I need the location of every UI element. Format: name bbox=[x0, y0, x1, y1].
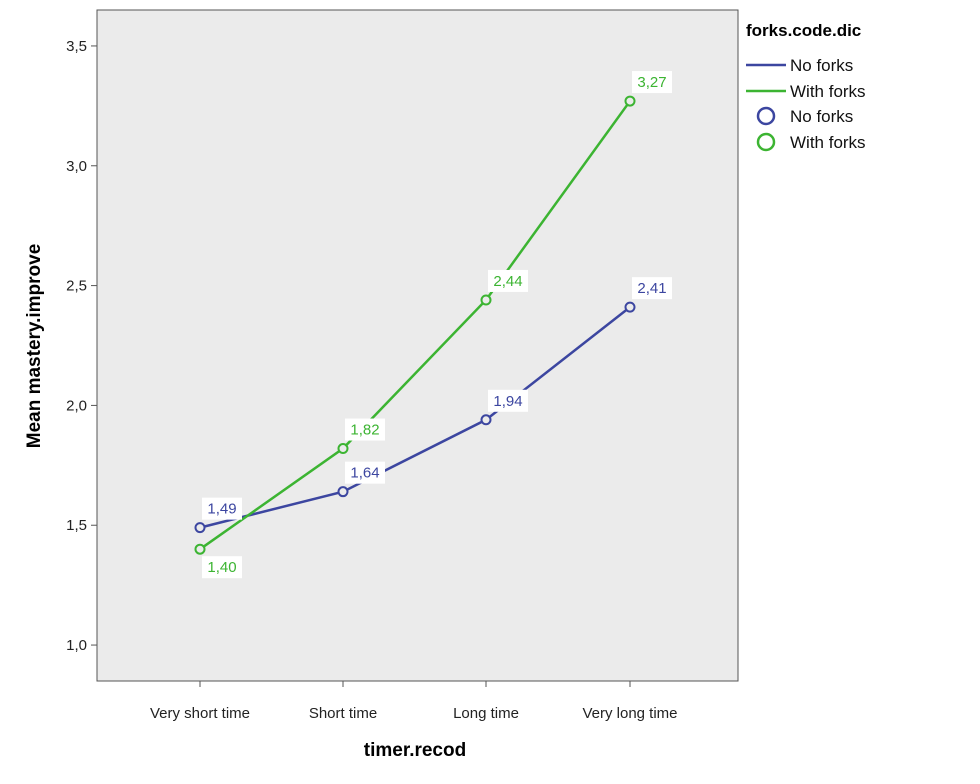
data-label-box bbox=[345, 461, 385, 484]
data-label-text: 3,27 bbox=[637, 74, 666, 91]
x-axis-title: timer.recod bbox=[364, 740, 466, 761]
y-axis-title: Mean mastery.improve bbox=[24, 244, 45, 449]
series-markers bbox=[194, 95, 636, 555]
y-axis: 1,0 1,5 2,0 2,5 3,0 3,5 bbox=[66, 38, 97, 654]
data-label-box bbox=[345, 418, 385, 441]
data-label-box bbox=[488, 269, 528, 292]
data-point-with-forks bbox=[624, 95, 636, 107]
x-axis: Very short time Short time Long time Very l… bbox=[150, 681, 678, 722]
x-tick-label: Long time bbox=[453, 705, 519, 722]
y-tick-label: 3,0 bbox=[66, 158, 87, 175]
data-label-with-forks: 1,82 bbox=[345, 418, 385, 441]
data-label-text: 2,44 bbox=[493, 273, 522, 290]
y-tick-label: 2,0 bbox=[66, 397, 87, 414]
legend-marker-swatch bbox=[756, 132, 776, 152]
data-label-text: 1,82 bbox=[350, 422, 379, 439]
y-tick-label: 1,0 bbox=[66, 637, 87, 654]
data-label-text: 1,64 bbox=[350, 465, 379, 482]
plot-area bbox=[96, 9, 739, 682]
data-label-box bbox=[202, 556, 242, 579]
data-label-text: 1,94 bbox=[493, 393, 522, 410]
series-line-with-forks bbox=[199, 100, 632, 551]
data-label-box bbox=[632, 277, 672, 300]
data-point-with-forks bbox=[194, 543, 206, 555]
data-label-with-forks: 3,27 bbox=[632, 71, 672, 94]
y-tick-label: 2,5 bbox=[66, 278, 87, 295]
data-point-no-forks bbox=[624, 301, 636, 313]
series-line-no-forks bbox=[199, 306, 631, 529]
data-label-text: 2,41 bbox=[637, 280, 666, 297]
data-point-no-forks bbox=[194, 522, 206, 534]
data-label-no-forks: 1,64 bbox=[345, 461, 385, 484]
y-tick-label: 3,5 bbox=[66, 38, 87, 55]
data-point-with-forks bbox=[337, 443, 349, 455]
data-label-no-forks: 1,94 bbox=[488, 389, 528, 412]
data-point-with-forks bbox=[480, 294, 492, 306]
legend-line-label: No forks bbox=[790, 56, 853, 75]
legend-marker-label: With forks bbox=[790, 133, 866, 152]
data-point-no-forks bbox=[480, 414, 492, 426]
data-label-no-forks: 2,41 bbox=[632, 277, 672, 300]
data-labels: 1,49 1,64 1,94 2,41 1,40 1,82 2,44 3,27 bbox=[202, 71, 672, 579]
series-lines bbox=[199, 100, 632, 551]
data-label-with-forks: 1,40 bbox=[202, 556, 242, 579]
y-tick-label: 1,5 bbox=[66, 517, 87, 534]
data-point-no-forks bbox=[337, 486, 349, 498]
data-label-box bbox=[202, 497, 242, 520]
legend: forks.code.dic No forks With forks No fork… bbox=[746, 21, 866, 152]
data-label-text: 1,40 bbox=[207, 559, 236, 576]
data-label-text: 1,49 bbox=[207, 501, 236, 518]
x-tick-label: Very long time bbox=[582, 705, 677, 722]
x-tick-label: Very short time bbox=[150, 705, 250, 722]
legend-marker-swatch bbox=[756, 106, 776, 126]
legend-marker-label: No forks bbox=[790, 107, 853, 126]
data-label-box bbox=[488, 389, 528, 412]
data-label-with-forks: 2,44 bbox=[488, 269, 528, 292]
legend-title: forks.code.dic bbox=[746, 21, 861, 40]
data-label-no-forks: 1,49 bbox=[202, 497, 242, 520]
data-label-box bbox=[632, 71, 672, 94]
legend-line-label: With forks bbox=[790, 82, 866, 101]
x-tick-label: Short time bbox=[309, 705, 377, 722]
